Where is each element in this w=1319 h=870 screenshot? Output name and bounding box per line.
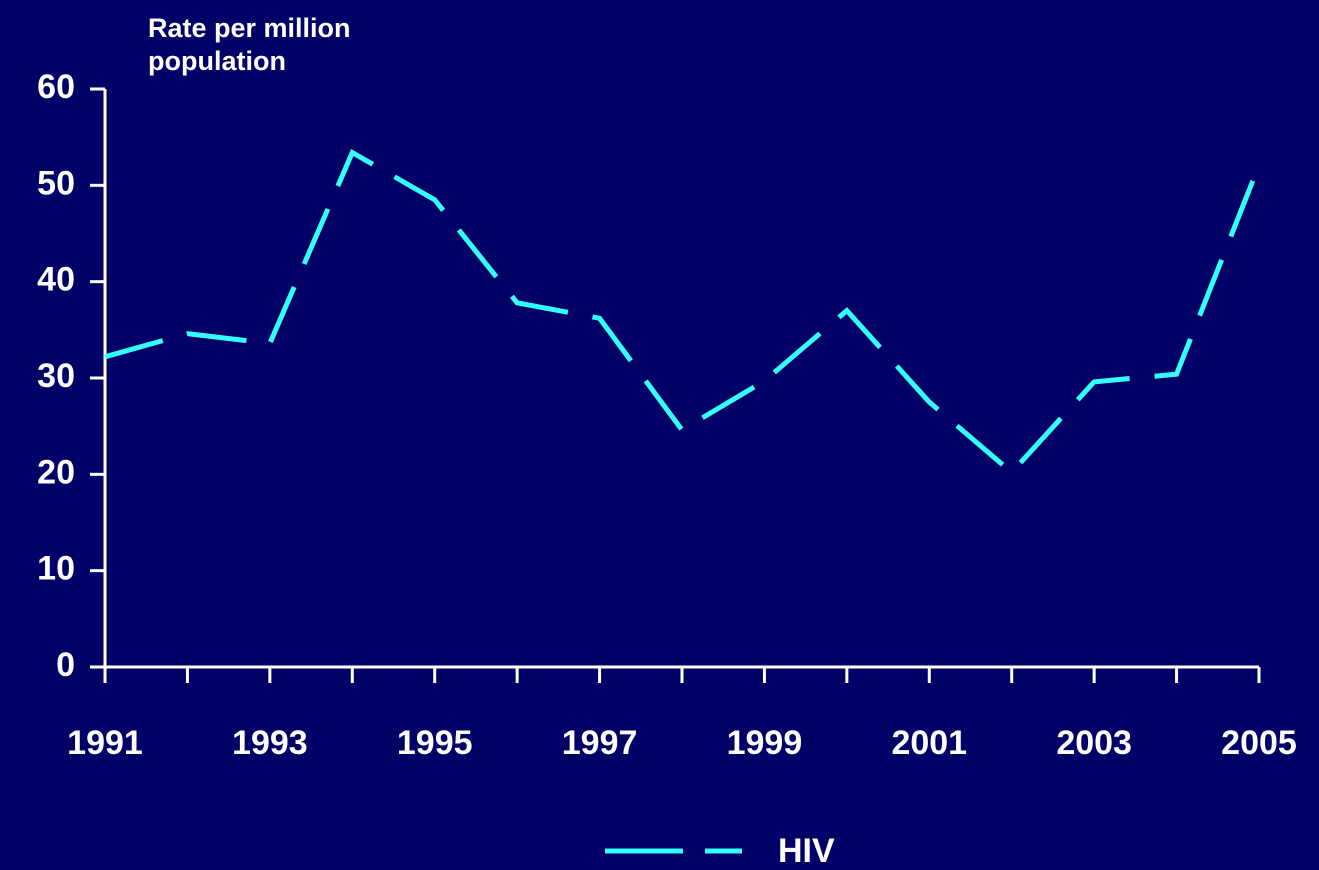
x-tick-label: 1995 [397, 724, 473, 762]
x-tick-label: 2001 [891, 724, 967, 762]
x-tick-label: 1993 [232, 724, 308, 762]
x-tick-label: 2003 [1056, 724, 1132, 762]
y-tick-label: 10 [37, 550, 75, 588]
y-axis-label: Rate per million population [148, 13, 351, 76]
y-tick-label: 60 [37, 68, 75, 106]
x-tick-label: 1999 [727, 724, 803, 762]
y-tick-label: 20 [37, 453, 75, 491]
data-line [104, 149, 1262, 476]
x-tick-label: 1991 [67, 724, 143, 762]
x-tick-label: 2005 [1221, 724, 1297, 762]
legend-label: HIV [778, 832, 835, 870]
y-tick-label: 0 [56, 646, 75, 684]
y-tick-label: 50 [37, 164, 75, 202]
y-tick-label: 30 [37, 357, 75, 395]
x-tick-label: 1997 [562, 724, 638, 762]
y-tick-label: 40 [37, 261, 75, 299]
